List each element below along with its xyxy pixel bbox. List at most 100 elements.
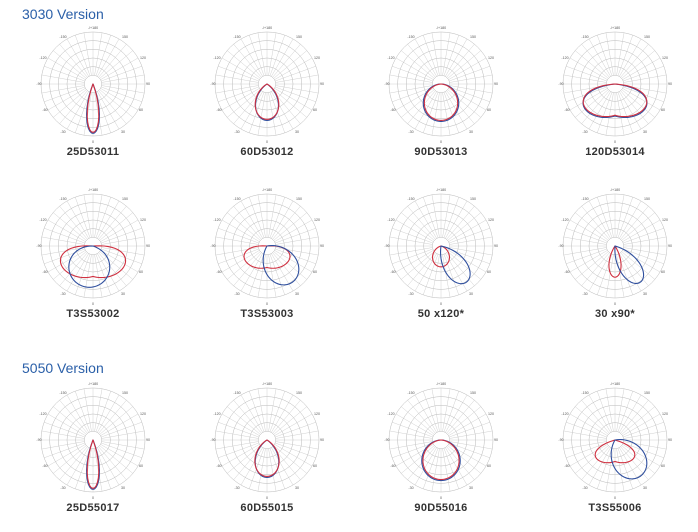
axis-label-mid-upper-left: -120 (387, 412, 394, 416)
axis-label-lower-right: 60 (139, 464, 143, 468)
axis-label-bottom-right: 30 (469, 130, 473, 134)
diagram-label: T3S55006 (588, 502, 642, 514)
axis-label-bottom: 0 (92, 496, 94, 500)
axis-label-upper-right: 150 (470, 391, 476, 395)
axis-label-right: 90 (668, 244, 672, 248)
section-title-3030: 3030 Version (22, 6, 104, 22)
diagram-label: T3S53003 (240, 308, 294, 320)
polar-diagram: -/+180 -150 150 -120 120 -90 90 -60 60 -30 30 0 50 x… (354, 186, 528, 320)
axis-label-lower-left: -60 (564, 464, 569, 468)
axis-label-top: -/+180 (436, 382, 446, 386)
axis-label-top: -/+180 (436, 26, 446, 30)
light-distribution-curve (439, 245, 471, 285)
axis-label-upper-left: -150 (59, 391, 66, 395)
axis-label-mid-upper-right: 120 (488, 218, 494, 222)
axis-label-upper-right: 150 (122, 197, 128, 201)
polar-diagram: -/+180 -150 150 -120 120 -90 90 -60 60 -30 30 0 60D5… (180, 380, 354, 514)
axis-label-bottom-right: 30 (295, 130, 299, 134)
axis-label-bottom-left: -30 (582, 130, 587, 134)
axis-label-upper-right: 150 (644, 391, 650, 395)
axis-label-lower-right: 60 (313, 464, 317, 468)
axis-label-upper-left: -150 (407, 35, 414, 39)
axis-label-mid-upper-left: -120 (39, 412, 46, 416)
axis-label-bottom: 0 (266, 302, 268, 306)
axis-label-right: 90 (668, 82, 672, 86)
axis-label-upper-right: 150 (296, 197, 302, 201)
light-distribution-curve (582, 83, 648, 118)
axis-label-bottom-right: 30 (295, 486, 299, 490)
axis-label-upper-right: 150 (470, 197, 476, 201)
axis-label-bottom-left: -30 (60, 292, 65, 296)
polar-grid (40, 387, 146, 493)
axis-label-upper-right: 150 (296, 391, 302, 395)
light-distribution-curve (254, 439, 280, 477)
axis-label-lower-right: 60 (661, 270, 665, 274)
axis-label-top: -/+180 (262, 26, 272, 30)
axis-label-bottom-left: -30 (234, 130, 239, 134)
polar-diagram: -/+180 -150 150 -120 120 -90 90 -60 60 -30 30 0 25D5… (6, 24, 180, 158)
light-distribution-curve (610, 439, 648, 480)
axis-label-upper-left: -150 (407, 391, 414, 395)
axis-label-lower-left: -60 (390, 464, 395, 468)
axis-label-lower-right: 60 (487, 108, 491, 112)
light-distribution-curve (243, 245, 291, 269)
axis-label-bottom: 0 (92, 140, 94, 144)
light-distribution-curve (423, 83, 459, 121)
axis-label-bottom-left: -30 (582, 292, 587, 296)
axis-label-lower-right: 60 (139, 270, 143, 274)
axis-label-bottom-right: 30 (643, 130, 647, 134)
axis-label-bottom-left: -30 (408, 486, 413, 490)
axis-label-mid-upper-left: -120 (387, 56, 394, 60)
axis-label-bottom-left: -30 (408, 130, 413, 134)
polar-diagram: -/+180 -150 150 -120 120 -90 90 -60 60 -30 30 0 T3S5… (528, 380, 698, 514)
axis-label-right: 90 (146, 244, 150, 248)
light-distribution-curve (422, 83, 460, 122)
axis-label-bottom-right: 30 (121, 292, 125, 296)
axis-label-mid-upper-right: 120 (488, 412, 494, 416)
axis-label-upper-right: 150 (470, 35, 476, 39)
axis-label-mid-upper-right: 120 (314, 56, 320, 60)
axis-label-mid-upper-right: 120 (140, 412, 146, 416)
axis-label-upper-right: 150 (644, 35, 650, 39)
axis-label-left: -90 (36, 244, 41, 248)
axis-label-mid-upper-right: 120 (662, 218, 668, 222)
axis-label-upper-right: 150 (644, 197, 650, 201)
axis-label-left: -90 (558, 244, 563, 248)
axis-label-bottom-right: 30 (295, 292, 299, 296)
light-distribution-curve (594, 439, 636, 464)
axis-label-right: 90 (320, 244, 324, 248)
light-distribution-curve (59, 245, 127, 279)
axis-label-left: -90 (36, 82, 41, 86)
axis-label-left: -90 (558, 82, 563, 86)
axis-label-mid-upper-right: 120 (662, 412, 668, 416)
light-distribution-curve (86, 439, 100, 489)
axis-label-bottom: 0 (614, 302, 616, 306)
axis-label-top: -/+180 (262, 382, 272, 386)
axis-label-lower-left: -60 (42, 464, 47, 468)
polar-chart: -/+180 -150 150 -120 120 -90 90 -60 60 -30 30 0 (384, 26, 498, 144)
axis-label-bottom: 0 (440, 140, 442, 144)
axis-label-mid-upper-right: 120 (662, 56, 668, 60)
axis-label-lower-right: 60 (313, 270, 317, 274)
axis-label-lower-right: 60 (661, 108, 665, 112)
polar-grid (214, 193, 320, 299)
axis-label-mid-upper-right: 120 (314, 412, 320, 416)
axis-label-bottom-right: 30 (469, 292, 473, 296)
axis-label-bottom-right: 30 (121, 130, 125, 134)
light-distribution-curve (614, 245, 645, 284)
axis-label-right: 90 (494, 244, 498, 248)
light-distribution-curve (582, 83, 648, 119)
polar-grid (214, 31, 320, 137)
polar-grid (214, 387, 320, 493)
polar-grid (562, 193, 668, 299)
polar-grid (562, 387, 668, 493)
axis-label-bottom: 0 (266, 496, 268, 500)
axis-label-bottom-left: -30 (582, 486, 587, 490)
polar-chart: -/+180 -150 150 -120 120 -90 90 -60 60 -30 30 0 (558, 382, 672, 500)
axis-label-lower-right: 60 (661, 464, 665, 468)
axis-label-lower-left: -60 (564, 108, 569, 112)
axis-label-mid-upper-left: -120 (213, 218, 220, 222)
diagram-label: 90D53013 (414, 146, 468, 158)
axis-label-lower-right: 60 (313, 108, 317, 112)
polar-diagram: -/+180 -150 150 -120 120 -90 90 -60 60 -30 30 0 T3S5… (180, 186, 354, 320)
